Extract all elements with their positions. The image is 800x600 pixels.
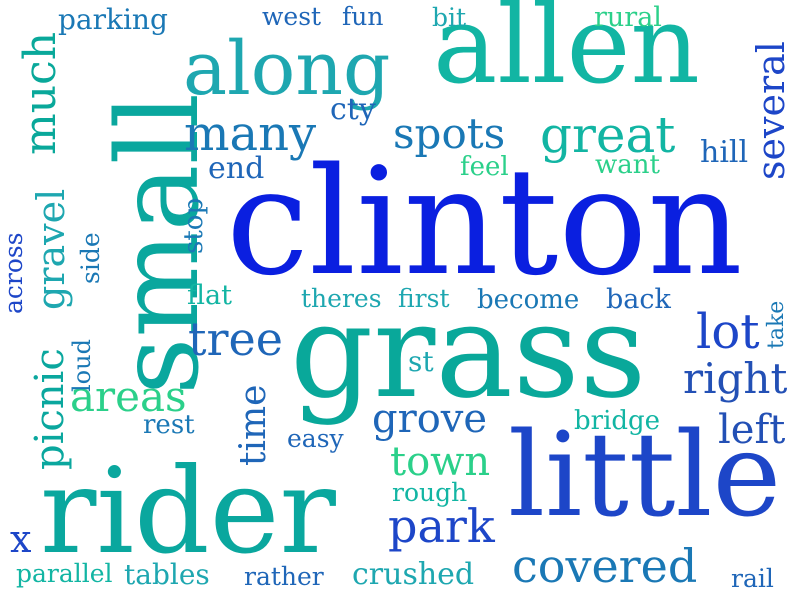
- word-become: become: [477, 285, 580, 315]
- word-cty: cty: [330, 92, 376, 127]
- word-time: time: [233, 384, 274, 466]
- word-loud: loud: [68, 339, 96, 392]
- word-hill: hill: [700, 135, 749, 170]
- word-end: end: [208, 151, 265, 186]
- word-tables: tables: [124, 558, 210, 591]
- word-areas: areas: [70, 372, 187, 421]
- word-take: take: [764, 300, 789, 349]
- word-bridge: bridge: [574, 406, 661, 436]
- word-great: great: [540, 106, 676, 164]
- word-tree: tree: [188, 312, 283, 366]
- word-st: st: [408, 345, 434, 378]
- word-parallel: parallel: [16, 559, 113, 588]
- word-easy: easy: [287, 424, 344, 453]
- word-allen: allen: [433, 0, 700, 108]
- word-left: left: [718, 407, 786, 453]
- word-rail: rail: [731, 564, 774, 593]
- word-want: want: [595, 150, 660, 180]
- word-clinton: clinton: [226, 136, 743, 308]
- word-covered: covered: [512, 539, 698, 593]
- word-picnic: picnic: [27, 348, 73, 470]
- word-many: many: [184, 106, 317, 162]
- word-across: across: [0, 232, 28, 314]
- word-grove: grove: [372, 396, 488, 442]
- word-bit: bit: [432, 3, 467, 32]
- word-grass: grass: [290, 275, 647, 427]
- word-theres: theres: [301, 284, 382, 313]
- word-right: right: [683, 354, 788, 403]
- word-side: side: [76, 232, 105, 284]
- word-town: town: [390, 439, 491, 485]
- word-feel: feel: [460, 152, 509, 182]
- word-west: west: [262, 2, 322, 31]
- word-stop: stop: [179, 197, 209, 254]
- word-little: little: [508, 408, 782, 543]
- word-several: several: [749, 41, 793, 180]
- word-rather: rather: [244, 562, 324, 591]
- word-fun: fun: [342, 2, 384, 31]
- word-along: along: [183, 26, 391, 112]
- word-parking: parking: [58, 3, 168, 36]
- word-x: x: [10, 517, 32, 561]
- word-crushed: crushed: [352, 557, 475, 592]
- word-gravel: gravel: [29, 188, 73, 310]
- word-back: back: [606, 284, 671, 315]
- word-lot: lot: [696, 304, 760, 360]
- word-rider: rider: [40, 442, 336, 580]
- word-rough: rough: [392, 478, 468, 507]
- word-first: first: [398, 284, 450, 313]
- word-flat: flat: [187, 280, 232, 311]
- word-park: park: [388, 499, 495, 553]
- word-much: much: [15, 31, 66, 155]
- word-spots: spots: [393, 109, 506, 158]
- word-rest: rest: [143, 410, 195, 440]
- word-rural: rural: [594, 2, 662, 33]
